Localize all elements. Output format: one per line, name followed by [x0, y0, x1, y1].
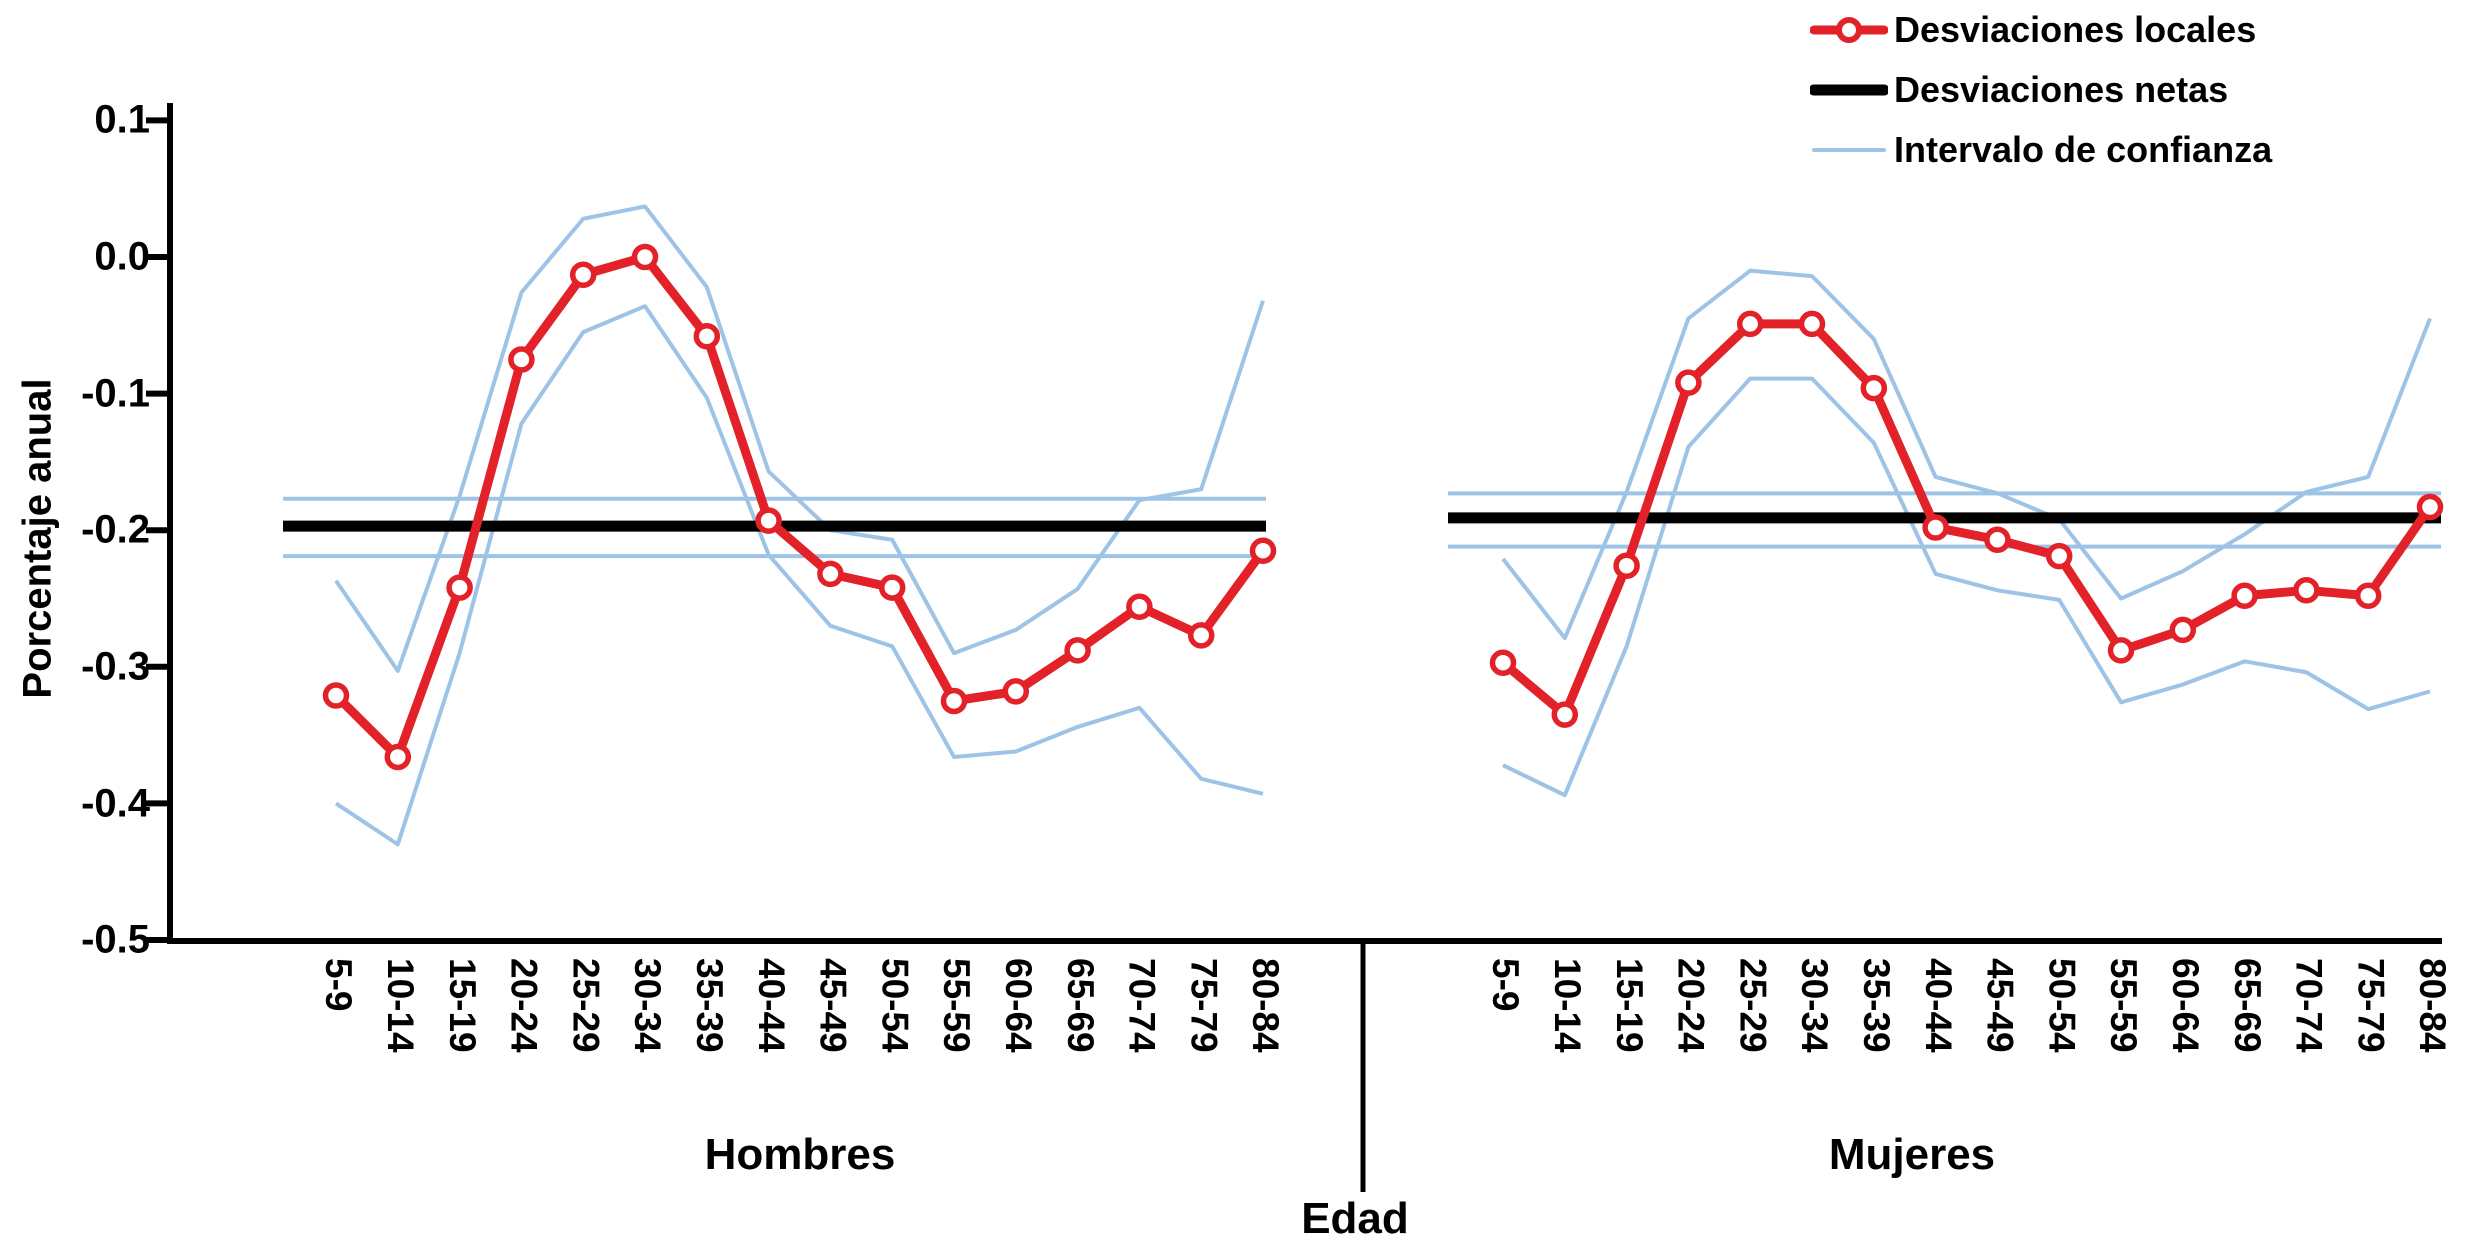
- data-point-marker: [631, 243, 659, 271]
- data-point-marker: [1551, 701, 1579, 728]
- x-tick-label: 25-29: [1732, 958, 1773, 1053]
- x-tick-label: 75-79: [1183, 958, 1224, 1053]
- blue-line-icon: [1812, 148, 1886, 152]
- y-tick-label: -0.1: [81, 371, 150, 416]
- x-tick-label: 40-44: [751, 958, 792, 1053]
- data-point-marker: [384, 743, 412, 771]
- x-tick-label: 60-64: [2165, 958, 2206, 1053]
- y-tick-label: -0.3: [81, 644, 150, 689]
- x-tick-label: 35-39: [689, 958, 730, 1053]
- x-tick-label: 35-39: [1856, 958, 1897, 1053]
- legend-item-intervalo-confianza: Intervalo de confianza: [1810, 120, 2272, 180]
- ci-lower-line: [334, 304, 1264, 847]
- data-point-marker: [1860, 374, 1888, 402]
- y-tick-label: -0.5: [81, 917, 150, 962]
- data-point-marker: [2107, 637, 2135, 664]
- x-axis-title: Edad: [1301, 1194, 1409, 1243]
- data-point-marker: [1736, 310, 1764, 338]
- panel-title-hombres: Hombres: [704, 1130, 896, 1179]
- data-point-marker: [569, 261, 597, 289]
- data-point-marker: [1064, 637, 1091, 664]
- data-point-marker: [693, 322, 721, 350]
- x-tick-label: 10-14: [1547, 958, 1588, 1053]
- x-tick-label: 45-49: [1980, 958, 2021, 1053]
- x-tick-label: 25-29: [565, 958, 606, 1053]
- x-tick-label: 60-64: [998, 958, 1039, 1053]
- data-point-marker: [1002, 678, 1030, 705]
- data-point-marker: [1675, 369, 1702, 396]
- data-point-marker: [2416, 493, 2444, 521]
- ci-lower-line: [1502, 376, 2431, 798]
- data-point-marker: [1798, 310, 1826, 338]
- chart-canvas: 5-9 10-14 15-19 20-24 25-29 30-34 35-39 40-44 45…: [146, 103, 2453, 1192]
- x-tick-label: 65-69: [2227, 958, 2268, 1053]
- data-point-marker: [508, 346, 535, 373]
- panel-mujeres: 5-9 10-14 15-19 20-24 25-29 30-34 35-39 40-44 45…: [1448, 268, 2453, 1053]
- x-tick-label: 45-49: [813, 958, 854, 1053]
- x-tick-label: 15-19: [1609, 958, 1650, 1053]
- x-tick-label: 20-24: [1671, 958, 1712, 1053]
- data-point-marker: [1984, 526, 2011, 554]
- panel-title-mujeres: Mujeres: [1828, 1130, 1996, 1179]
- data-point-marker: [2293, 577, 2320, 604]
- x-tick-label: 10-14: [380, 958, 421, 1053]
- red-line-circle-marker-icon: [1810, 17, 1888, 43]
- x-tick-label: 65-69: [1060, 958, 1101, 1053]
- legend: Desviaciones locales Desviaciones netas …: [1810, 0, 2272, 180]
- data-point-marker: [2045, 542, 2073, 570]
- data-point-marker: [2169, 616, 2197, 644]
- black-line-icon: [1810, 84, 1888, 96]
- x-tick-label: 75-79: [2350, 958, 2391, 1053]
- axes: [146, 103, 2442, 1192]
- y-tick-label: 0.1: [94, 97, 150, 142]
- data-point-marker: [446, 574, 473, 601]
- legend-item-desviaciones-netas: Desviaciones netas: [1810, 60, 2272, 120]
- x-tick-label: 55-59: [936, 958, 977, 1053]
- data-point-marker: [1126, 593, 1153, 620]
- x-tick-label: 30-34: [1794, 958, 1835, 1053]
- data-point-marker: [1249, 537, 1277, 564]
- data-point-marker: [2354, 582, 2382, 610]
- legend-label: Desviaciones netas: [1894, 69, 2229, 110]
- x-tick-labels: 5-9 10-14 15-19 20-24 25-29 30-34 35-39 40-44 45…: [1485, 958, 2453, 1053]
- data-point-marker: [322, 682, 350, 709]
- y-tick-label: -0.4: [81, 781, 150, 826]
- x-tick-label: 5-9: [318, 958, 359, 1011]
- x-tick-label: 70-74: [1122, 958, 1163, 1053]
- x-tick-label: 80-84: [2412, 958, 2453, 1053]
- local-deviation-line: [1500, 319, 2434, 720]
- x-tick-label: 5-9: [1485, 958, 1526, 1011]
- legend-label: Intervalo de confianza: [1894, 129, 2273, 170]
- data-point-marker: [940, 687, 968, 715]
- data-point-marker: [878, 574, 906, 601]
- x-tick-label: 50-54: [874, 958, 915, 1053]
- y-tick-label: -0.2: [81, 507, 150, 552]
- ci-upper-line: [334, 204, 1265, 673]
- data-point-marker: [1922, 514, 1949, 541]
- data-point-marker: [755, 507, 782, 534]
- legend-label: Desviaciones locales: [1894, 9, 2257, 50]
- legend-item-desviaciones-locales: Desviaciones locales: [1810, 0, 2272, 60]
- data-point-marker: [2231, 582, 2258, 610]
- x-tick-label: 40-44: [1918, 958, 1959, 1053]
- x-tick-labels: 5-9 10-14 15-19 20-24 25-29 30-34 35-39 40-44 45…: [318, 958, 1286, 1053]
- data-point-marker: [1187, 622, 1215, 649]
- data-point-marker: [1613, 552, 1640, 579]
- x-tick-label: 20-24: [504, 958, 545, 1053]
- local-deviation-line: [332, 252, 1267, 762]
- data-point-marker: [1489, 649, 1517, 676]
- y-tick-label: 0.0: [94, 234, 150, 279]
- x-tick-label: 55-59: [2103, 958, 2144, 1053]
- x-tick-label: 80-84: [1245, 958, 1286, 1053]
- x-tick-label: 70-74: [2289, 958, 2330, 1053]
- data-point-marker: [817, 560, 844, 588]
- x-tick-label: 15-19: [442, 958, 483, 1053]
- x-tick-label: 50-54: [2041, 958, 2082, 1053]
- panel-hombres: 5-9 10-14 15-19 20-24 25-29 30-34 35-39 40-44 45…: [283, 204, 1286, 1053]
- x-tick-label: 30-34: [627, 958, 668, 1053]
